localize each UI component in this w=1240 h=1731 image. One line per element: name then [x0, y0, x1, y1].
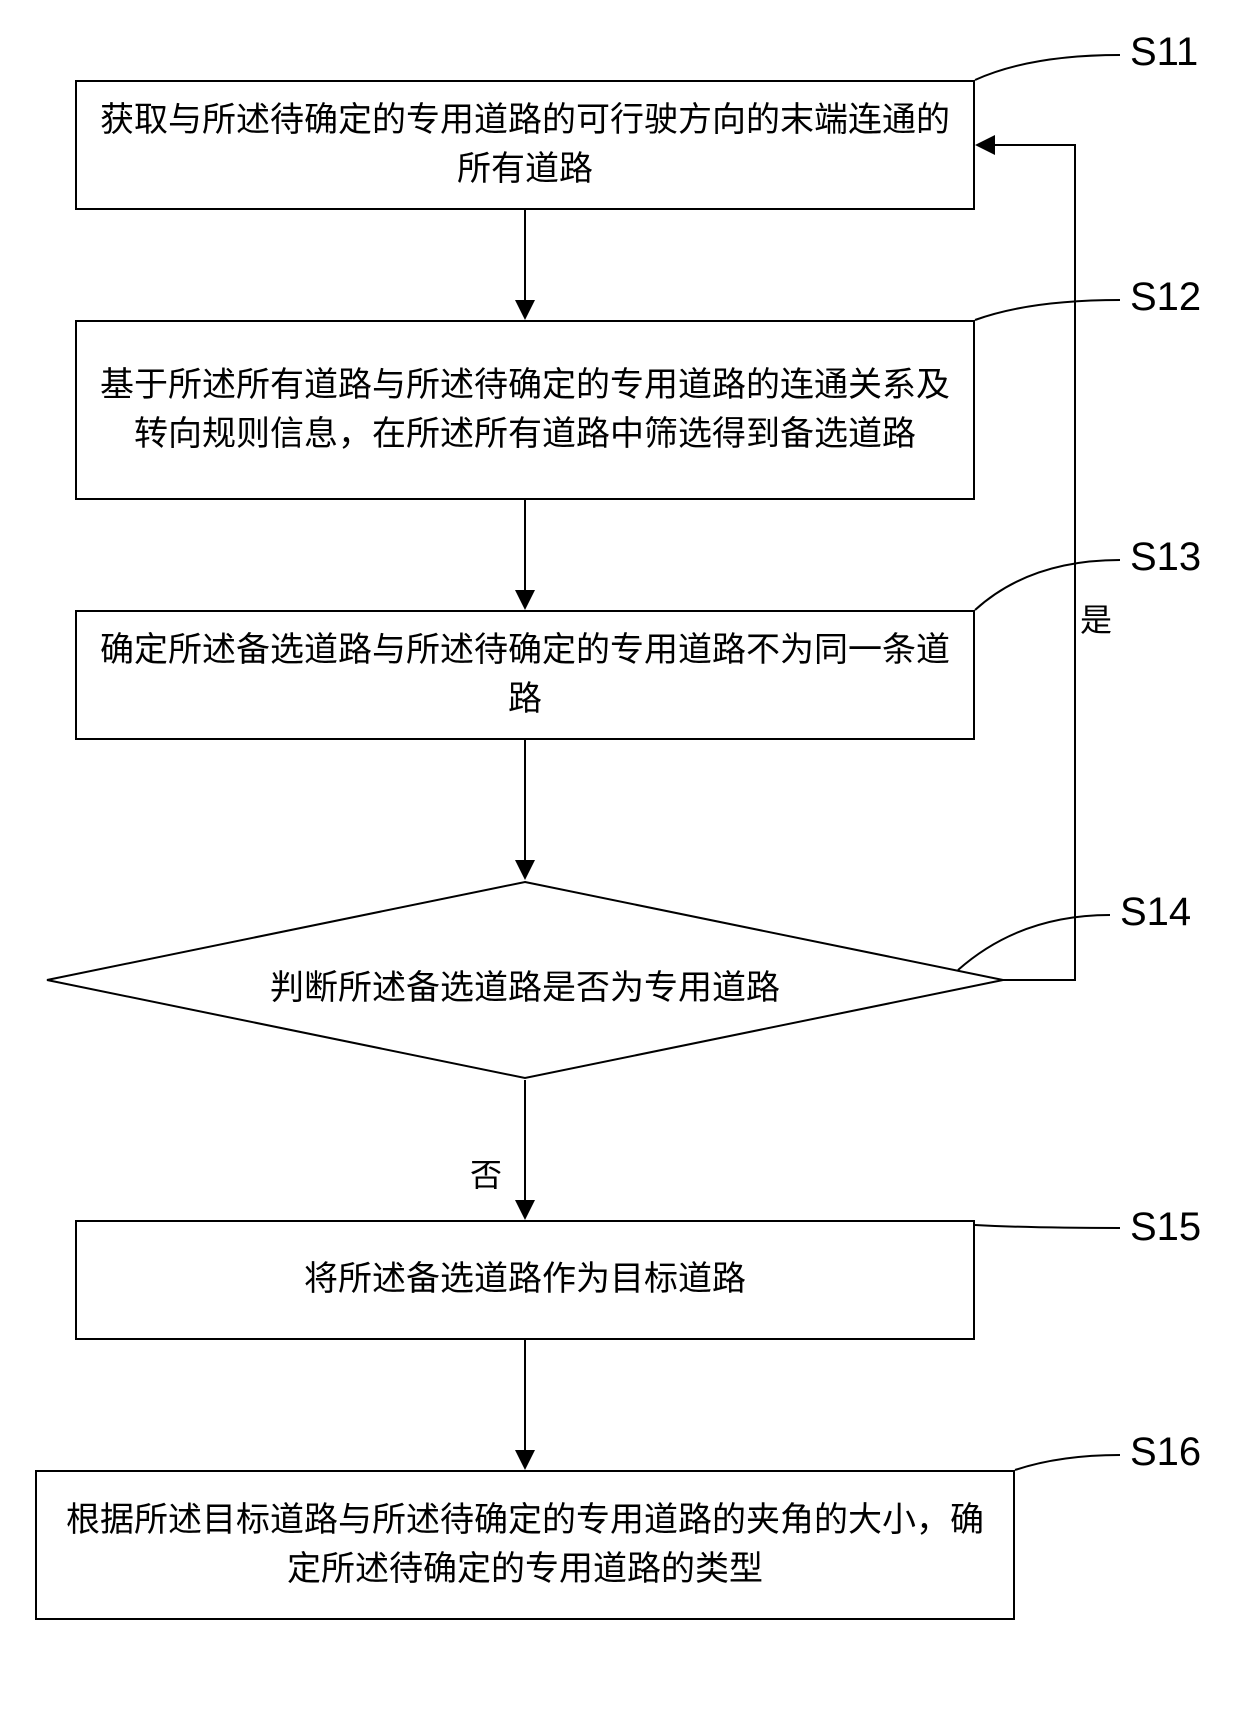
- step-s11-label: S11: [1130, 30, 1198, 75]
- step-s16-box: 根据所述目标道路与所述待确定的专用道路的夹角的大小，确定所述待确定的专用道路的类…: [35, 1470, 1015, 1620]
- step-s14-diamond: 判断所述备选道路是否为专用道路: [45, 880, 1005, 1080]
- step-s11-text: 获取与所述待确定的专用道路的可行驶方向的末端连通的所有道路: [93, 96, 957, 195]
- step-s13-text: 确定所述备选道路与所述待确定的专用道路不为同一条道路: [93, 626, 957, 725]
- edge-yes-label: 是: [1080, 595, 1112, 641]
- loop-s14-s11: [979, 145, 1075, 980]
- step-s12-label: S12: [1130, 275, 1201, 320]
- callout-s16: [1015, 1455, 1120, 1470]
- step-s15-label: S15: [1130, 1205, 1201, 1250]
- callout-s15: [975, 1225, 1120, 1228]
- step-s12-box: 基于所述所有道路与所述待确定的专用道路的连通关系及转向规则信息，在所述所有道路中…: [75, 320, 975, 500]
- edge-no-label: 否: [470, 1150, 502, 1196]
- callout-s12: [975, 300, 1120, 320]
- step-s13-label: S13: [1130, 535, 1201, 580]
- step-s13-box: 确定所述备选道路与所述待确定的专用道路不为同一条道路: [75, 610, 975, 740]
- step-s12-text: 基于所述所有道路与所述待确定的专用道路的连通关系及转向规则信息，在所述所有道路中…: [93, 361, 957, 460]
- step-s16-text: 根据所述目标道路与所述待确定的专用道路的夹角的大小，确定所述待确定的专用道路的类…: [53, 1496, 997, 1595]
- step-s15-box: 将所述备选道路作为目标道路: [75, 1220, 975, 1340]
- step-s14-text: 判断所述备选道路是否为专用道路: [45, 960, 1005, 1009]
- step-s14-label: S14: [1120, 890, 1191, 935]
- callout-s11: [975, 55, 1120, 80]
- step-s15-text: 将所述备选道路作为目标道路: [304, 1255, 746, 1304]
- step-s16-label: S16: [1130, 1430, 1201, 1475]
- step-s11-box: 获取与所述待确定的专用道路的可行驶方向的末端连通的所有道路: [75, 80, 975, 210]
